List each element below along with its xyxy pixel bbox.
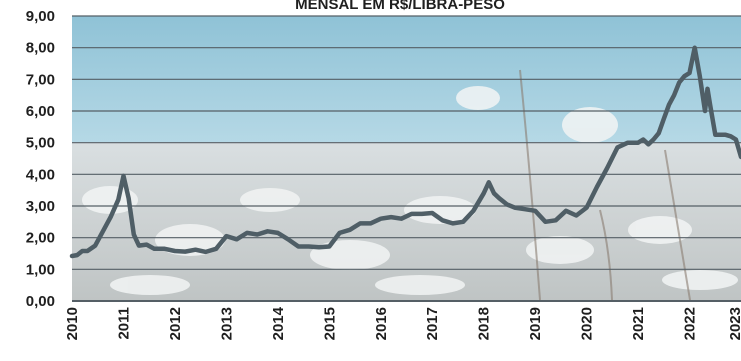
- x-tick-label: 2012: [167, 307, 184, 340]
- gridlines: [72, 15, 741, 302]
- x-tick-label: 2022: [682, 307, 699, 340]
- y-tick-label: 9,00: [26, 8, 55, 25]
- x-tick-label: 2011: [115, 307, 132, 340]
- x-tick-label: 2023: [727, 307, 741, 340]
- x-tick-label: 2015: [321, 307, 338, 340]
- x-tick-label: 2021: [630, 307, 647, 340]
- chart-title: MENSAL EM R$/LIBRA-PESO: [295, 0, 505, 13]
- x-axis-ticks: 2010 2011 2012 2013 2014 2015 2016 2017 2018 2019…: [64, 306, 741, 340]
- y-tick-label: 2,00: [26, 230, 55, 247]
- y-tick-label: 3,00: [26, 198, 55, 215]
- x-tick-label: 2013: [218, 307, 235, 340]
- y-tick-label: 4,00: [26, 166, 55, 183]
- y-tick-label: 5,00: [26, 135, 55, 152]
- y-tick-label: 8,00: [26, 40, 55, 57]
- x-tick-label: 2010: [64, 307, 81, 340]
- y-tick-label: 0,00: [26, 293, 55, 310]
- x-tick-label: 2017: [424, 307, 441, 340]
- x-tick-label: 2018: [476, 307, 493, 340]
- x-tick-label: 2014: [270, 306, 287, 340]
- x-tick-label: 2019: [527, 307, 544, 340]
- y-tick-label: 6,00: [26, 103, 55, 120]
- series-line-0: [69, 45, 741, 259]
- y-tick-label: 1,00: [26, 261, 55, 278]
- y-axis-ticks: 0,00 1,00 2,00 3,00 4,00 5,00 6,00 7,00 8,00 9,00: [26, 8, 55, 310]
- x-tick-label: 2020: [579, 307, 596, 340]
- y-tick-label: 7,00: [26, 71, 55, 88]
- plot-background: [72, 16, 741, 301]
- x-tick-label: 2016: [373, 307, 390, 340]
- series-group: [69, 45, 741, 259]
